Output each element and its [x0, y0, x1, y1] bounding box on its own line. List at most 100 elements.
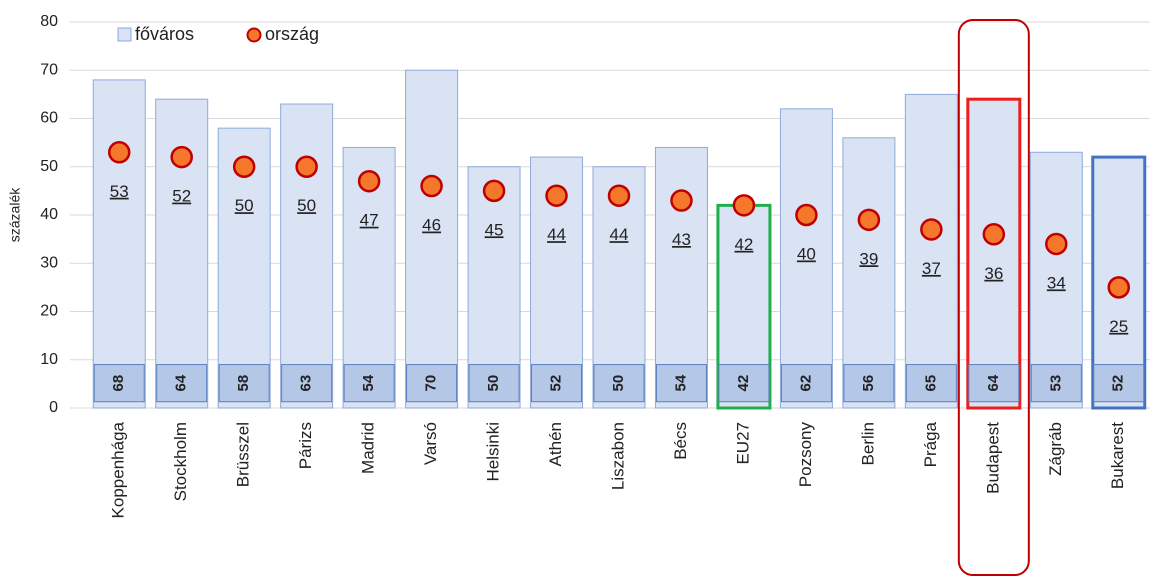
dot: [1045, 232, 1068, 256]
x-tick-label: Varsó: [421, 422, 440, 465]
dot: [857, 208, 881, 232]
bar: [92, 79, 146, 409]
bar-label-box: [218, 364, 270, 403]
bar-value-label: 54: [360, 374, 377, 391]
dot: [920, 218, 943, 241]
bar-value-label: 63: [298, 375, 315, 392]
dot: [420, 174, 443, 198]
bar-label-box: [93, 364, 145, 403]
dot: [482, 179, 506, 203]
dot: [295, 155, 318, 178]
x-tick-label: Budapest: [983, 422, 1002, 494]
dot-value-label: 36: [984, 264, 1003, 283]
dot-value-label: 50: [235, 196, 254, 215]
bar-value-label: 65: [922, 375, 939, 392]
y-tick-label: 60: [40, 110, 58, 127]
dot-value-label: 37: [922, 259, 941, 278]
x-tick-label: Madrid: [359, 422, 378, 474]
dot-value-label: 44: [547, 225, 566, 244]
y-tick-label: 20: [40, 303, 58, 320]
dot: [607, 184, 631, 207]
bar-label-box: [655, 364, 707, 403]
x-tick-label: Liszabon: [608, 422, 627, 490]
bar-label-box: [281, 364, 333, 403]
y-axis-label: százalék: [7, 187, 23, 242]
bar-value-label: 42: [735, 375, 752, 392]
dot: [670, 189, 693, 212]
dot: [357, 169, 381, 193]
bar-value-label: 62: [797, 375, 814, 392]
dot-value-label: 42: [734, 235, 753, 254]
bar-label-box: [968, 364, 1020, 403]
dot-value-label: 46: [422, 216, 441, 235]
bar-value-label: 56: [860, 375, 877, 392]
bar-label-box: [406, 364, 458, 403]
bar-label-box: [343, 364, 395, 403]
bar-value-label: 53: [1047, 375, 1064, 392]
y-tick-label: 80: [40, 13, 58, 30]
x-tick-label: Zágráb: [1046, 422, 1065, 476]
dot: [107, 141, 131, 164]
y-tick-label: 70: [40, 61, 58, 78]
dot-value-label: 44: [610, 225, 629, 244]
bar: [405, 69, 459, 409]
dot: [795, 203, 818, 227]
bar: [842, 137, 896, 409]
y-tick-label: 40: [40, 206, 58, 223]
dot-value-label: 25: [1109, 317, 1128, 336]
bar-label-box: [593, 364, 645, 403]
x-tick-label: Helsinki: [484, 422, 503, 482]
legend: főváros ország: [117, 24, 319, 44]
x-tick-label: Koppenhága: [109, 421, 128, 518]
dot-value-label: 52: [172, 187, 191, 206]
x-tick-label: Brüsszel: [234, 422, 253, 487]
dot-value-label: 39: [859, 249, 878, 268]
bar: [280, 103, 334, 409]
dot: [545, 184, 568, 207]
bar-value-label: 58: [235, 375, 252, 392]
legend-label: ország: [265, 24, 319, 44]
y-tick-label: 30: [40, 254, 58, 271]
bar: [155, 98, 209, 409]
bar-label-box: [531, 364, 583, 403]
bar-label-box: [905, 364, 957, 403]
bar-label-box: [468, 364, 520, 403]
y-tick-label: 10: [40, 351, 58, 368]
x-tick-label: Bécs: [671, 422, 690, 460]
x-tick-label: Stockholm: [171, 422, 190, 501]
x-tick-label: Bukarest: [1108, 422, 1127, 489]
bar: [966, 97, 1022, 410]
bar-value-label: 50: [610, 375, 627, 392]
bar-value-label: 52: [547, 375, 564, 392]
x-tick-label: Párizs: [296, 422, 315, 469]
bar: [779, 108, 833, 409]
bar-label-box: [780, 364, 832, 403]
dot-value-label: 40: [797, 244, 816, 263]
dot-value-label: 45: [485, 220, 504, 239]
dot: [732, 194, 756, 217]
bar-value-label: 64: [985, 374, 1002, 391]
dot: [170, 145, 193, 169]
x-tick-label: Pozsony: [796, 422, 815, 488]
bar-value-label: 50: [485, 375, 502, 392]
bar-label-box: [156, 364, 208, 403]
legend-label: főváros: [135, 24, 194, 44]
dot-value-label: 34: [1047, 273, 1066, 292]
bar-value-label: 54: [672, 374, 689, 391]
y-tick-label: 0: [49, 399, 58, 416]
y-tick-label: 50: [40, 158, 58, 175]
x-tick-label: Berlin: [858, 422, 877, 465]
highlight-frame: [957, 19, 1030, 576]
bar-value-label: 68: [110, 375, 127, 392]
dot-value-label: 43: [672, 230, 691, 249]
x-tick-label: Athén: [546, 422, 565, 466]
bar-label-box: [843, 364, 895, 403]
dot-value-label: 50: [297, 196, 316, 215]
bar-value-label: 64: [173, 374, 190, 391]
dot-value-label: 53: [110, 182, 129, 201]
bar-value-label: 52: [1110, 375, 1127, 392]
bar-label-box: [1093, 364, 1145, 403]
legend-swatch: [246, 27, 262, 43]
dot: [982, 223, 1006, 246]
